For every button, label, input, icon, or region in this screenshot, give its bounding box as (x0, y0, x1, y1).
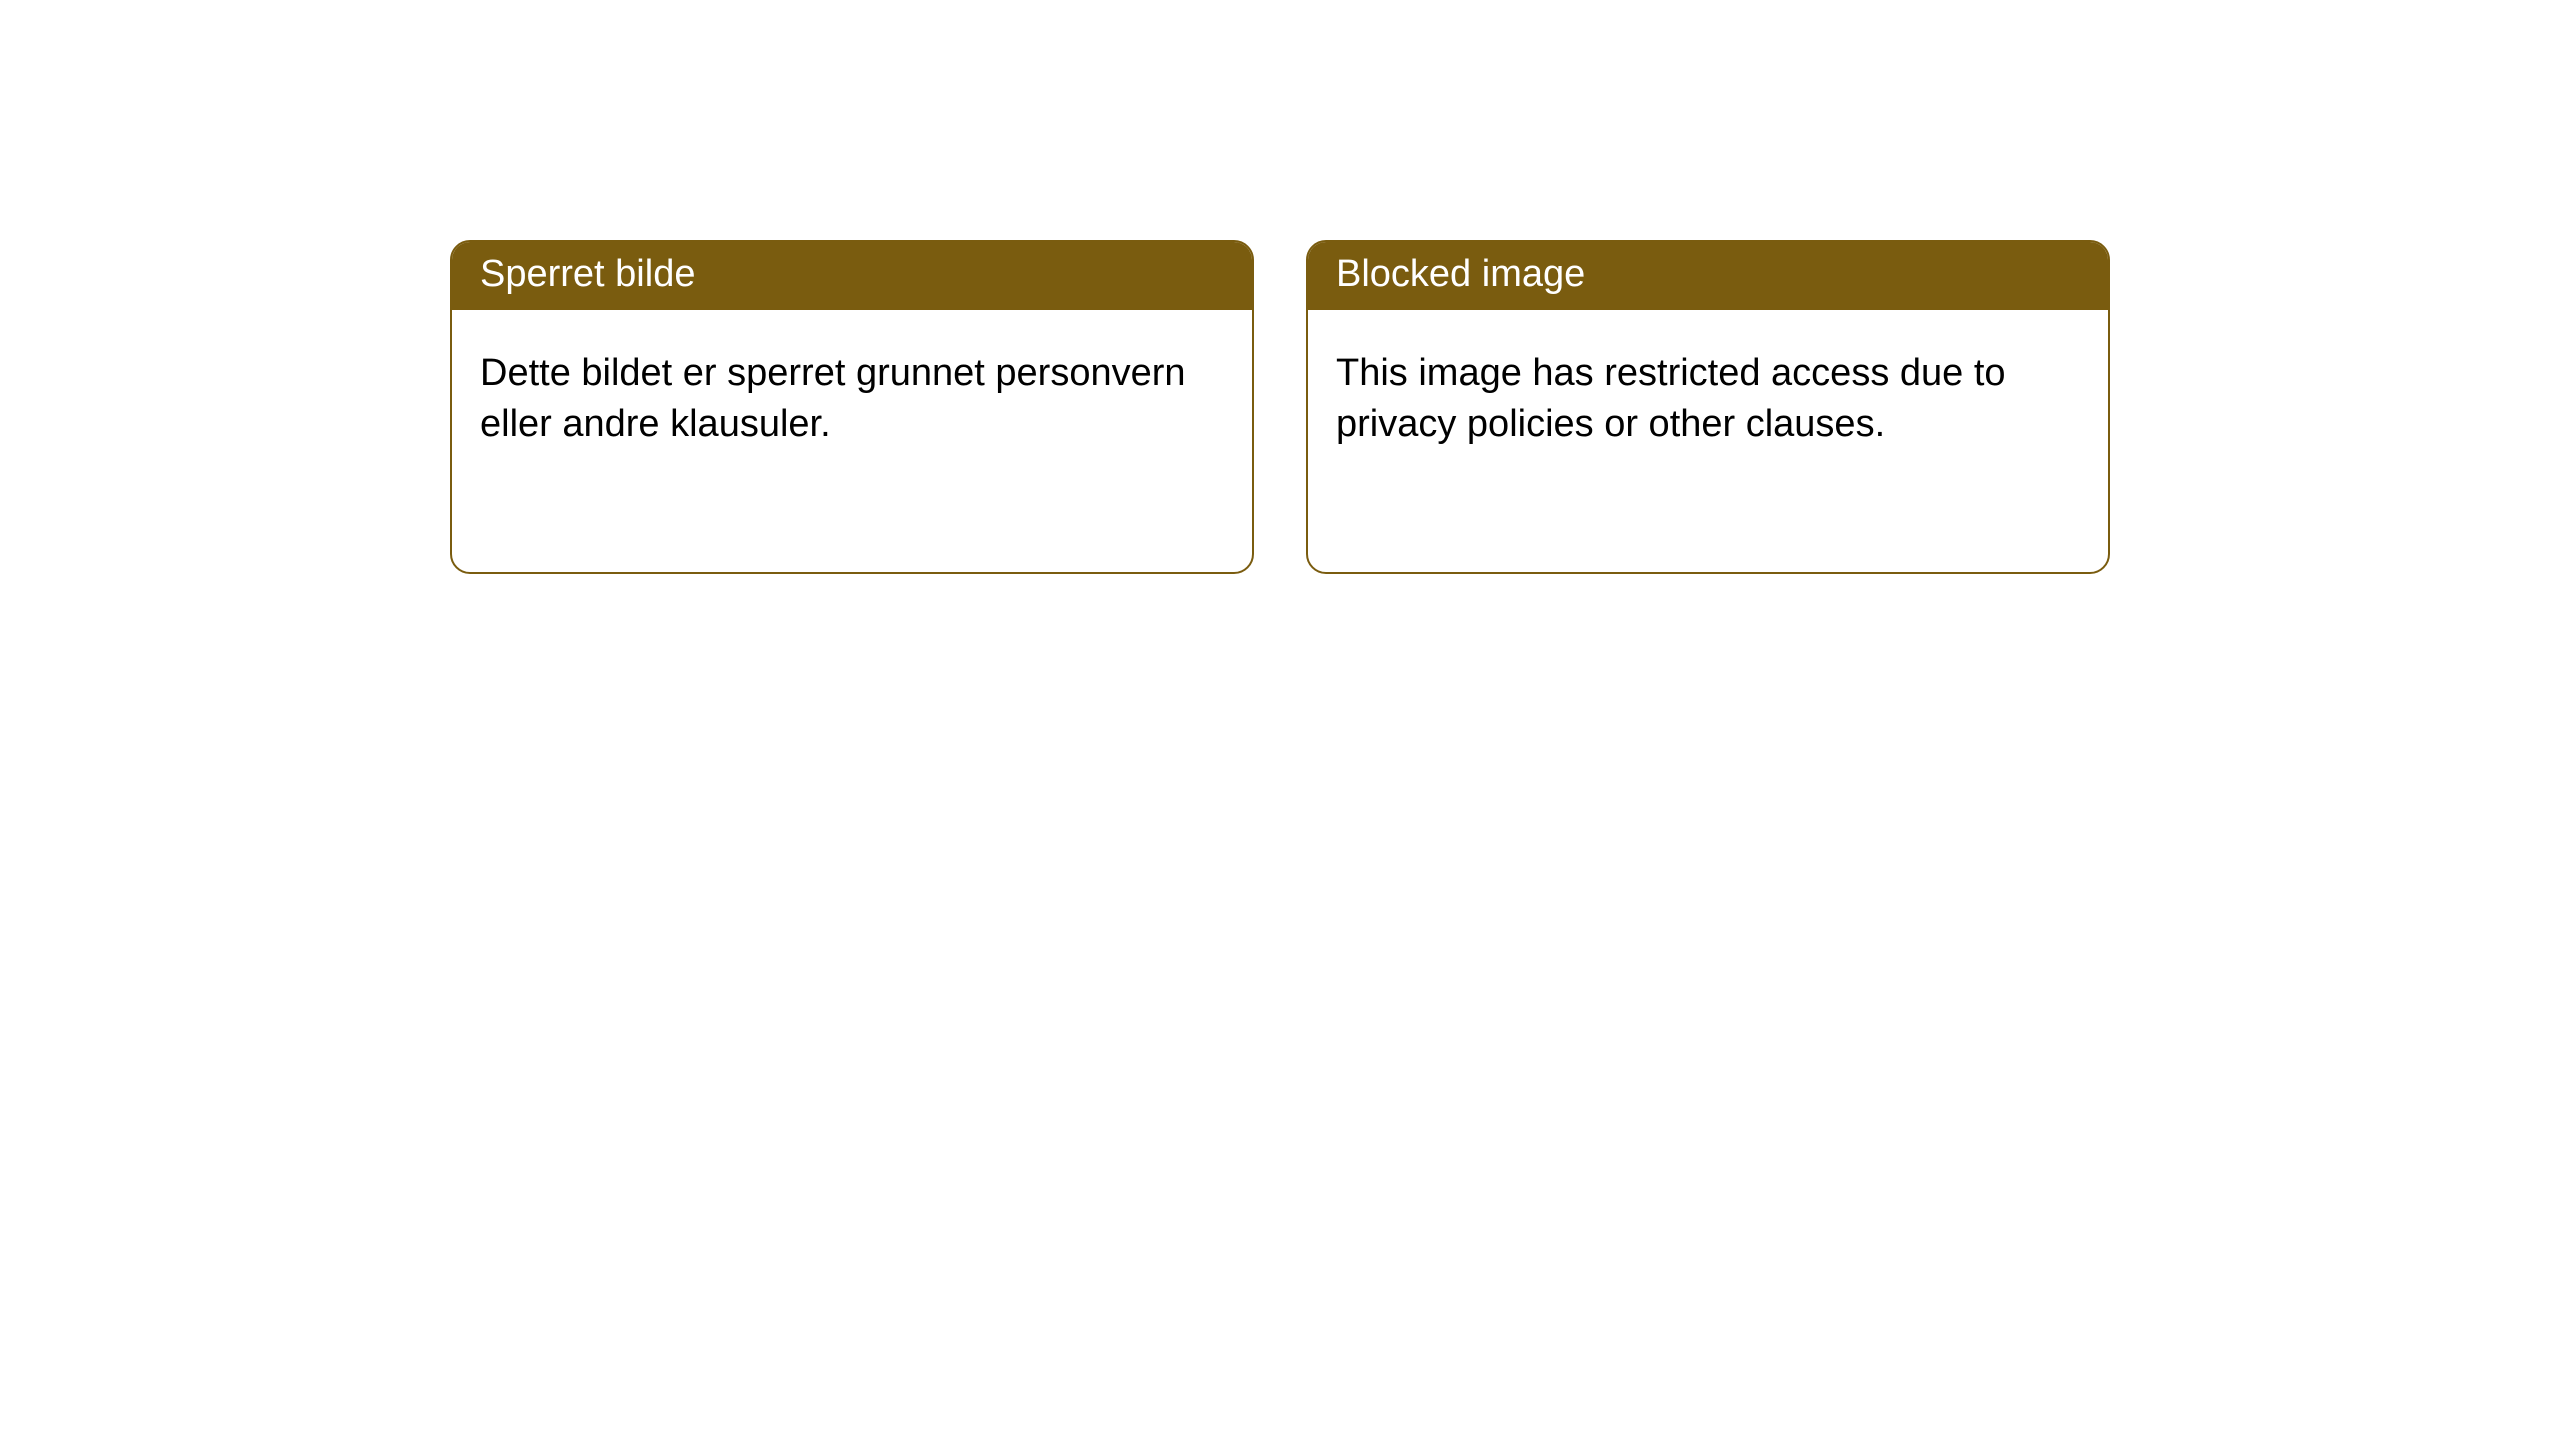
notice-title: Sperret bilde (452, 242, 1252, 310)
notice-card-norwegian: Sperret bilde Dette bildet er sperret gr… (450, 240, 1254, 574)
notice-title: Blocked image (1308, 242, 2108, 310)
notice-container: Sperret bilde Dette bildet er sperret gr… (0, 0, 2560, 574)
notice-body: This image has restricted access due to … (1308, 310, 2108, 479)
notice-card-english: Blocked image This image has restricted … (1306, 240, 2110, 574)
notice-body: Dette bildet er sperret grunnet personve… (452, 310, 1252, 479)
